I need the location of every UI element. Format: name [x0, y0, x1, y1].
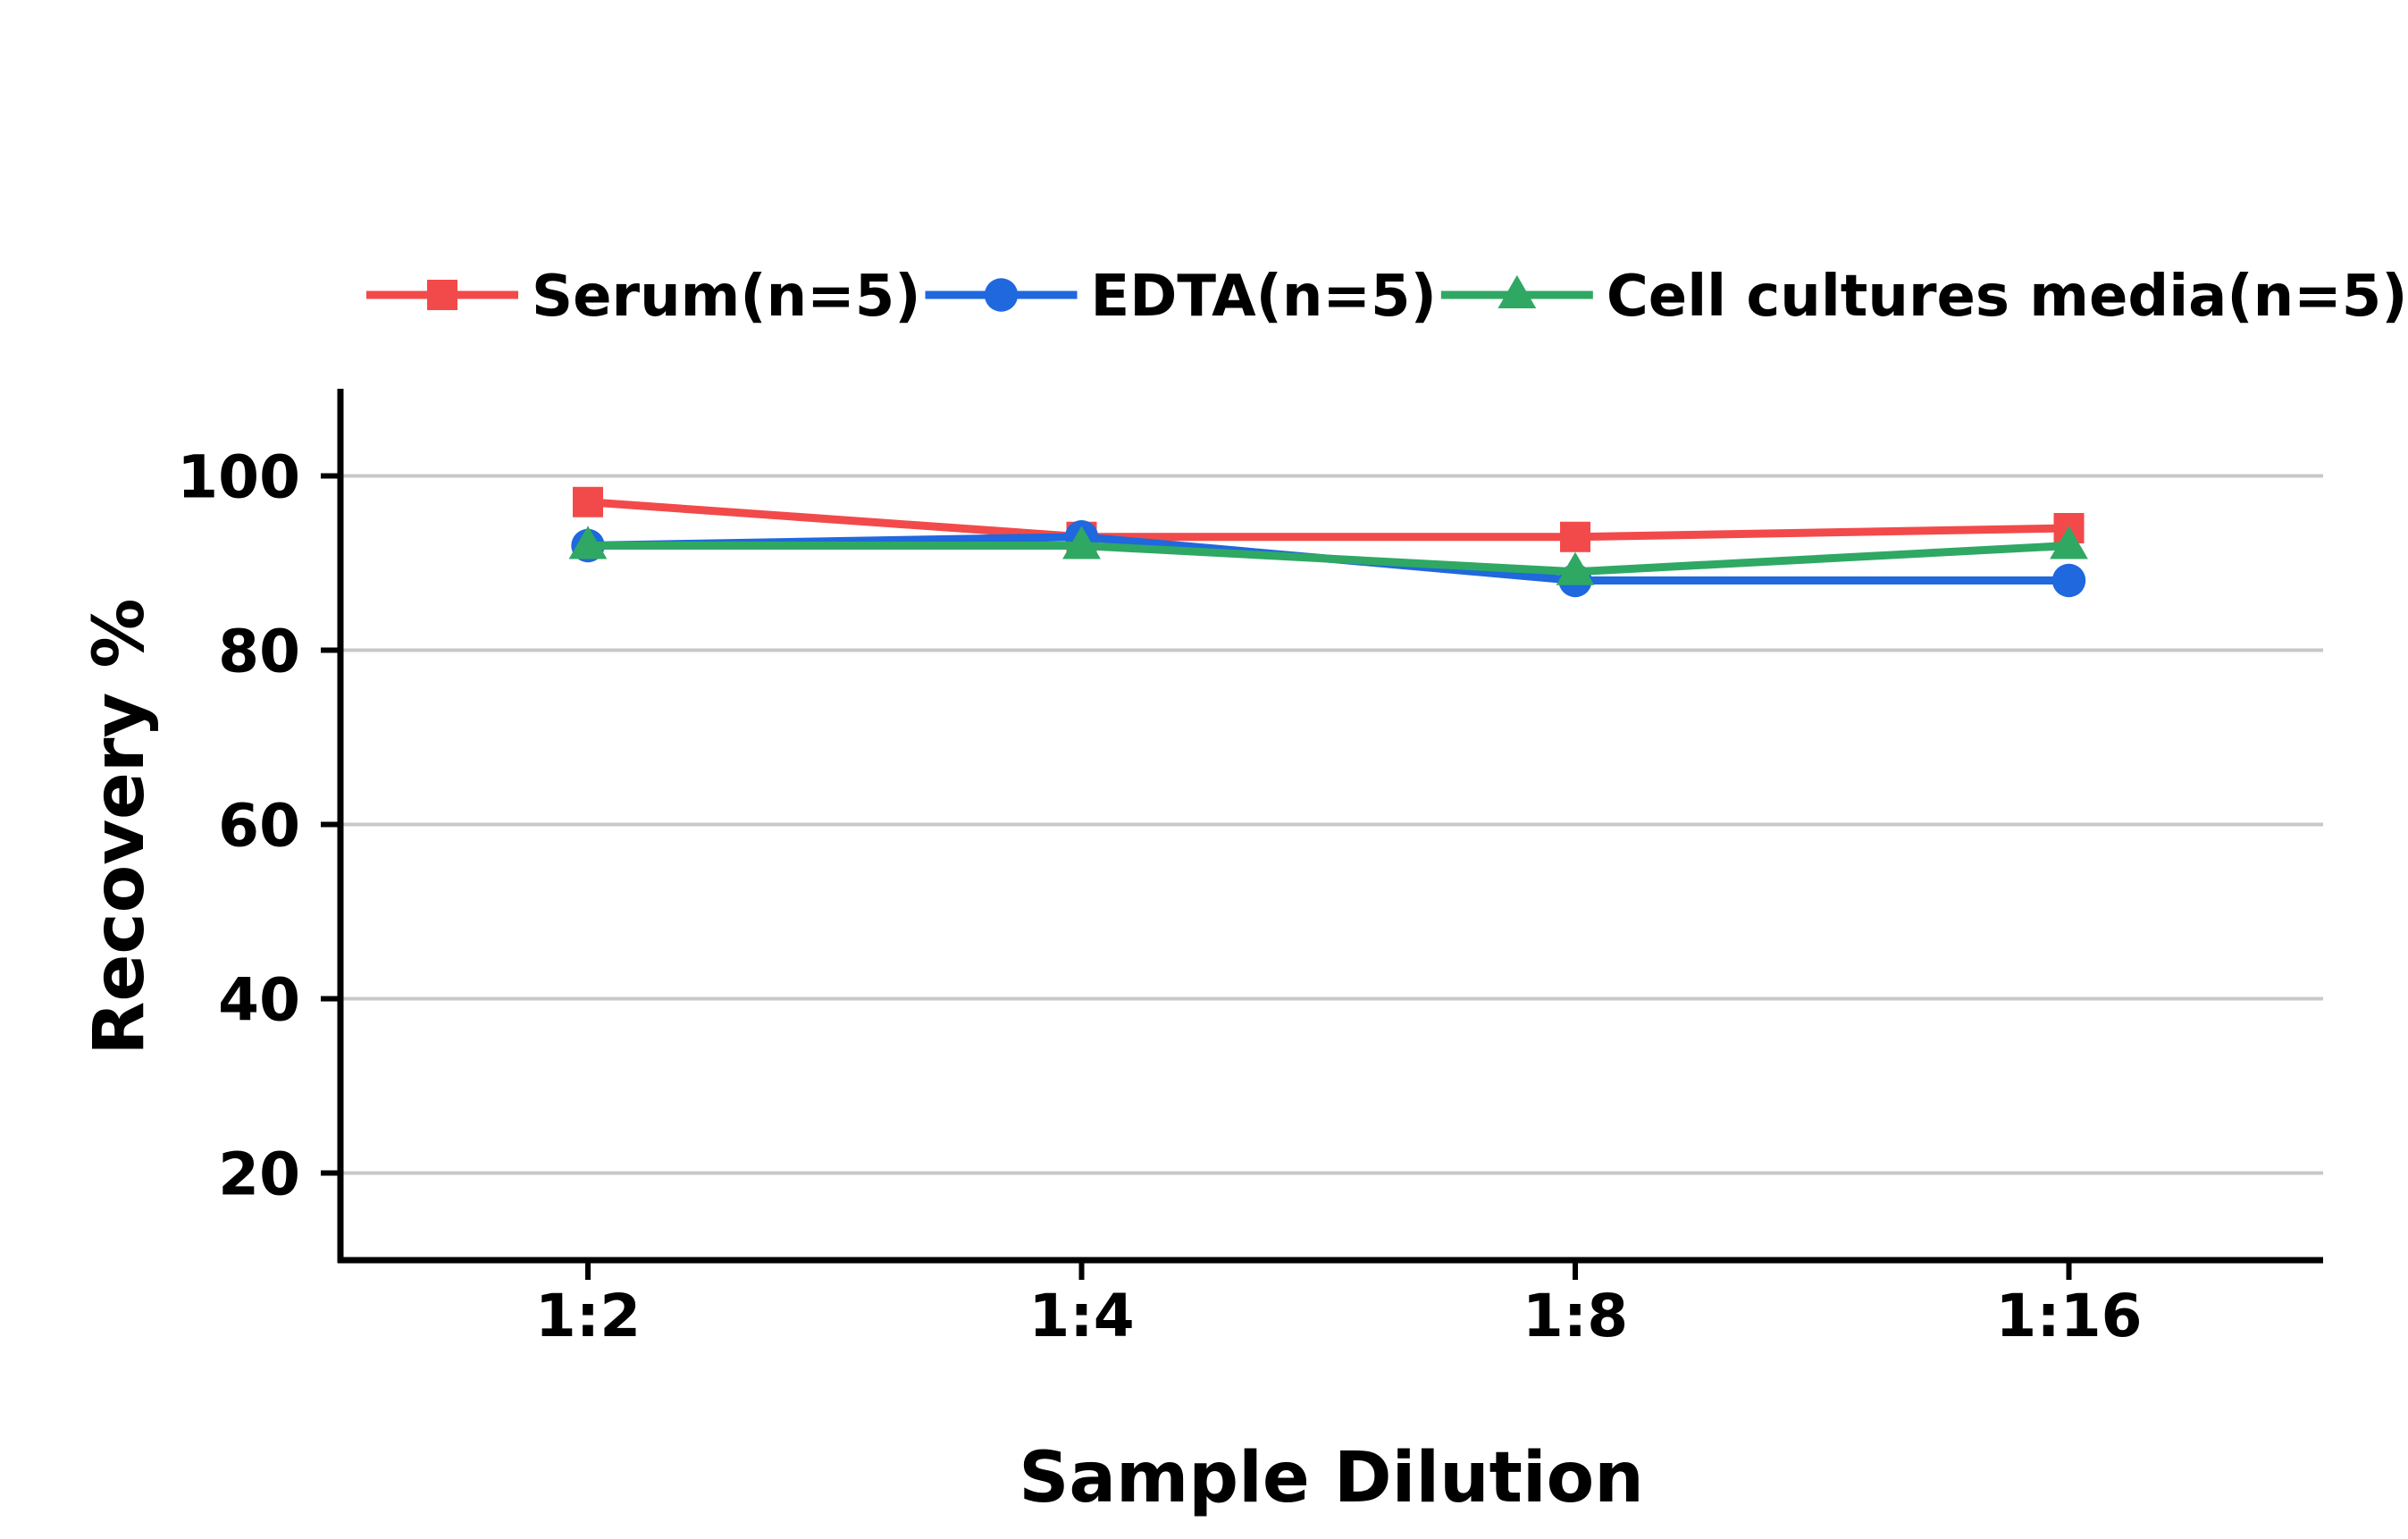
axes: 20 40 60 80 100 1:2 1:4 1:8 1:16 [177, 389, 2323, 1350]
y-tick-label: 20 [218, 1140, 300, 1209]
data-point [1560, 521, 1590, 552]
legend-swatch-marker [1498, 274, 1537, 308]
legend-item: Serum(n=5) [366, 264, 921, 330]
x-tick-label: 1:8 [1523, 1282, 1628, 1350]
y-tick-label: 100 [177, 443, 300, 512]
legend-label: EDTA(n=5) [1091, 264, 1437, 330]
series-layer [568, 486, 2088, 598]
data-point [1556, 551, 1595, 585]
data-point [2050, 526, 2088, 559]
x-tick-label: 1:2 [535, 1282, 641, 1350]
legend-label: Serum(n=5) [532, 264, 921, 330]
data-point [2051, 563, 2086, 598]
y-tick-label: 60 [218, 792, 300, 861]
y-tick-label: 80 [218, 618, 300, 686]
x-axis-title: Sample Dilution [1019, 1438, 1644, 1518]
y-tick-label: 40 [218, 966, 300, 1035]
data-point [568, 526, 608, 559]
legend-item: Cell cultures media(n=5) [1440, 264, 2408, 330]
data-point [573, 486, 603, 517]
series-3 [568, 526, 2088, 585]
grid-lines [340, 474, 2323, 1175]
legend: Serum(n=5) EDTA(n=5) Cell cultures media(n… [366, 264, 2408, 330]
x-tick-label: 1:4 [1028, 1282, 1134, 1350]
legend-item: EDTA(n=5) [925, 264, 1437, 330]
series-line [588, 542, 2069, 576]
data-point [1062, 526, 1101, 559]
legend-label: Cell cultures media(n=5) [1607, 264, 2408, 330]
legend-swatch-marker [427, 280, 457, 310]
legend-swatch-marker [984, 278, 1019, 312]
y-axis-title: Recovery % [80, 598, 160, 1055]
x-tick-label: 1:16 [1995, 1282, 2142, 1350]
series-line [587, 498, 2069, 542]
